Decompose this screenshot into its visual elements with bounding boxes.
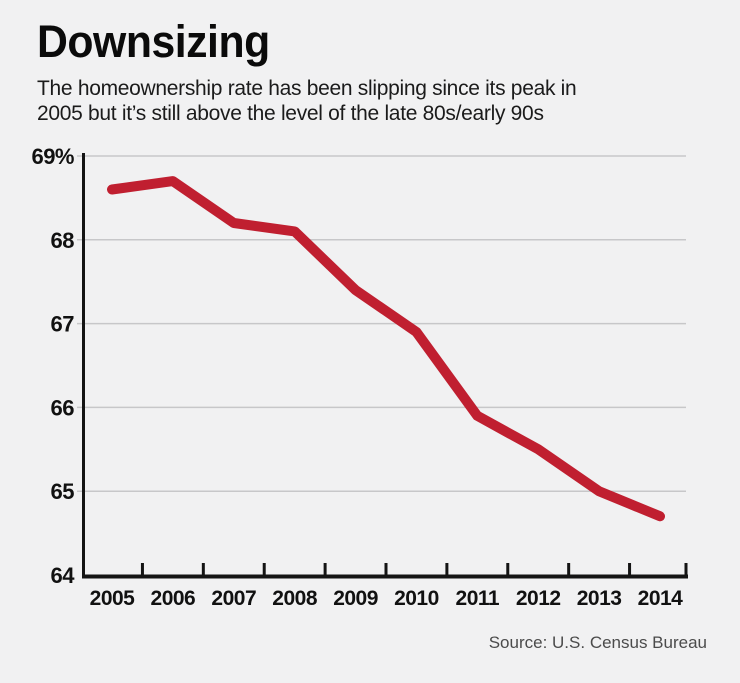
chart-subtitle-line1: The homeownership rate has been slipping… [37,77,577,100]
y-tick-label: 67 [51,312,75,337]
chart-title: Downsizing [37,16,270,67]
x-tick-label: 2013 [577,587,622,610]
x-tick-label: 2008 [272,587,318,610]
data-line [107,176,665,522]
x-tick-label: 2011 [456,587,500,610]
chart-subtitle: The homeownership rate has been slipping… [37,76,577,126]
x-tick-label: 2014 [638,587,684,610]
x-tick-label: 2010 [394,587,439,610]
x-tick-label: 2012 [516,587,561,610]
y-tick-label: 66 [51,395,75,420]
x-tick-label: 2006 [151,587,196,610]
x-tick-label: 2005 [90,587,136,610]
y-tick-label: 69% [31,144,74,169]
y-tick-label: 65 [51,479,75,504]
x-tick-label: 2009 [333,587,378,610]
y-tick-label: 64 [51,563,76,588]
y-tick-label: 68 [51,228,75,253]
x-tick-label: 2007 [211,587,256,610]
chart-subtitle-line2: 2005 but it’s still above the level of t… [37,102,544,125]
source-attribution: Source: U.S. Census Bureau [488,633,707,652]
